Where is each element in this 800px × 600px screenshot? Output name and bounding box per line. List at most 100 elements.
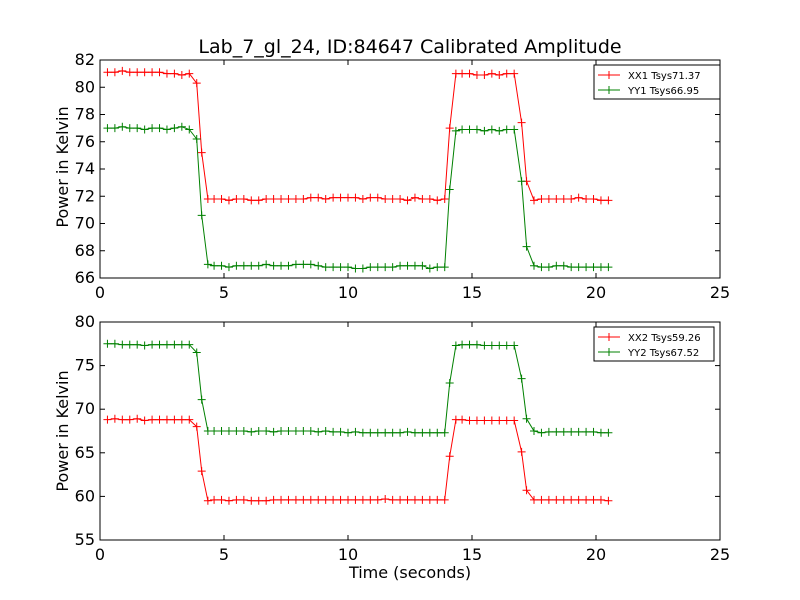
top-series-0-point	[232, 194, 241, 203]
top-series-1-point	[125, 124, 134, 133]
top-series-0-point	[396, 194, 405, 203]
bottom-series-0-point	[445, 452, 454, 461]
bottom-series-0-point	[458, 415, 467, 424]
bottom-series-1-point	[418, 428, 427, 437]
bottom-series-1-point	[440, 428, 449, 437]
top-series-1-point	[192, 135, 201, 144]
bottom-series-0-point	[582, 495, 591, 504]
top-series-1-point	[203, 260, 212, 269]
top-series-1-point	[388, 263, 397, 272]
top-series-1-point	[396, 261, 405, 270]
top-series-1-point	[517, 177, 526, 186]
bottom-x-tick-label: 5	[219, 545, 229, 564]
top-series-1-point	[381, 263, 390, 272]
top-series-1-point	[277, 261, 286, 270]
bottom-series-0-point	[262, 496, 271, 505]
top-y-tick-label: 76	[75, 132, 95, 151]
bottom-series-1-point	[510, 341, 519, 350]
top-x-tick-label: 0	[95, 283, 105, 302]
top-series-0-point	[537, 194, 546, 203]
bottom-series-0-point	[125, 415, 134, 424]
bottom-series-1-point	[480, 341, 489, 350]
bottom-series-0-point	[210, 495, 219, 504]
top-series-0-point	[140, 68, 149, 77]
bottom-series-1-point	[458, 340, 467, 349]
top-series-0-point	[210, 194, 219, 203]
bottom-series-1-point	[217, 427, 226, 435]
top-series-0-point	[410, 193, 419, 202]
top-x-tick-label: 20	[586, 283, 606, 302]
bottom-series-0-point	[284, 495, 293, 504]
top-series-1-point	[336, 263, 345, 272]
bottom-series-1-point	[232, 427, 241, 435]
bottom-series-1-point	[254, 427, 263, 435]
bottom-series-0-point	[254, 496, 263, 505]
bottom-series-1-point	[314, 427, 323, 436]
top-series-0-point	[306, 193, 315, 202]
bottom-series-0-point	[403, 495, 412, 504]
top-series-1-point	[487, 125, 496, 134]
bottom-series-1-point	[396, 428, 405, 437]
bottom-series-1-point	[559, 427, 568, 436]
top-series-0-point	[373, 193, 382, 202]
bottom-series-1-point	[574, 427, 583, 436]
top-series-1-point	[574, 263, 583, 272]
top-series-0-point	[148, 68, 157, 77]
bottom-y-tick-label: 80	[75, 312, 95, 331]
top-series-1-point	[284, 261, 293, 270]
bottom-legend-box	[593, 326, 715, 362]
top-y-tick-label: 74	[75, 159, 95, 178]
bottom-series-1-point	[336, 427, 345, 436]
top-series-1-point	[465, 125, 474, 134]
bottom-series-1-point	[589, 427, 598, 436]
bottom-series-0-point	[344, 495, 352, 504]
top-series-1-point	[445, 185, 454, 194]
top-y-tick-label: 78	[75, 105, 95, 124]
top-series-1-point	[358, 264, 367, 273]
bottom-series-0-point	[589, 495, 598, 504]
top-legend-marker-1	[605, 86, 613, 94]
bottom-x-tick-label: 25	[710, 545, 730, 564]
top-series-0-point	[418, 194, 427, 203]
bottom-series-0-point	[314, 495, 323, 504]
top-series-0-point	[544, 194, 553, 203]
top-series-0-point	[197, 148, 206, 157]
bottom-series-1-point	[197, 395, 206, 404]
top-series-0-point	[162, 69, 171, 78]
bottom-series-1-point	[299, 427, 308, 435]
top-y-tick-label: 66	[75, 268, 95, 287]
bottom-series-0-point	[269, 495, 278, 504]
top-series-0-point	[502, 69, 511, 78]
bottom-legend-marker-0	[605, 333, 613, 341]
bottom-x-tick-label: 0	[95, 545, 105, 564]
bottom-y-tick-label: 65	[75, 443, 95, 462]
top-series-0-point	[125, 68, 134, 77]
bottom-series-1-point	[329, 427, 338, 436]
top-series-1-point	[224, 263, 233, 272]
top-series-0-point	[530, 196, 538, 205]
top-series-1-point	[480, 126, 489, 135]
top-series-0-point	[155, 68, 164, 77]
top-legend-label-0: XX1 Tsys71.37	[628, 71, 701, 82]
top-series-1-point	[177, 122, 186, 131]
bottom-series-0-point	[118, 415, 127, 424]
top-series-1-point	[373, 263, 382, 272]
top-y-tick-label: 68	[75, 241, 95, 260]
bottom-series-0-point	[299, 495, 308, 504]
top-series-0-point	[118, 66, 127, 75]
bottom-series-1-point	[487, 341, 496, 350]
top-series-1-point	[254, 261, 263, 270]
bottom-series-1-point	[472, 340, 481, 349]
bottom-series-1-point	[210, 427, 219, 435]
bottom-series-1-point	[125, 340, 134, 349]
top-series-0-point	[403, 196, 412, 205]
bottom-series-1-point	[495, 341, 504, 350]
top-series-1-point	[458, 125, 467, 134]
top-series-0-point	[110, 68, 119, 77]
top-series-1-point	[589, 263, 598, 272]
top-legend: XX1 Tsys71.37 YY1 Tsys66.95	[593, 64, 721, 100]
bottom-series-0-point	[110, 414, 119, 423]
bottom-series-0-point	[192, 422, 201, 431]
